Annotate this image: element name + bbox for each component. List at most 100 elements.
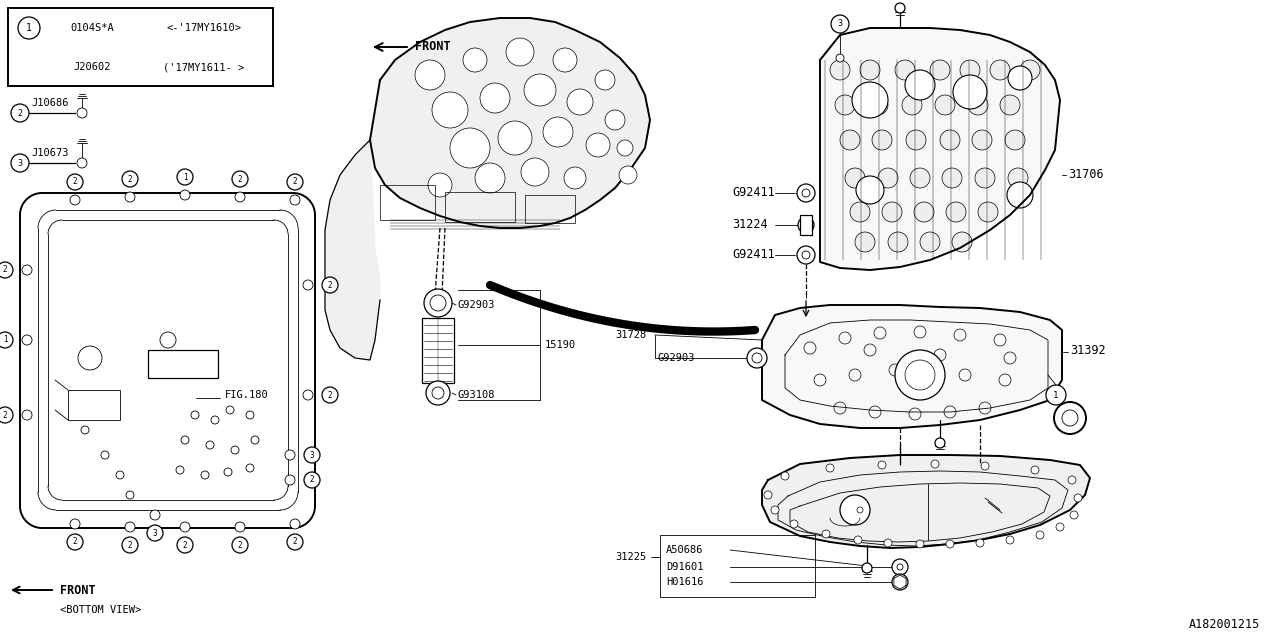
Circle shape: [872, 130, 892, 150]
Circle shape: [285, 450, 294, 460]
Text: D91601: D91601: [666, 562, 704, 572]
Circle shape: [246, 464, 253, 472]
Circle shape: [251, 436, 259, 444]
Text: A182001215: A182001215: [1189, 618, 1260, 632]
Circle shape: [1046, 385, 1066, 405]
Circle shape: [934, 95, 955, 115]
Circle shape: [180, 436, 189, 444]
Text: H01616: H01616: [666, 577, 704, 587]
Circle shape: [753, 353, 762, 363]
Circle shape: [415, 60, 445, 90]
Circle shape: [860, 60, 881, 80]
Circle shape: [977, 539, 984, 547]
Circle shape: [201, 471, 209, 479]
Circle shape: [230, 446, 239, 454]
Circle shape: [959, 369, 972, 381]
Circle shape: [864, 344, 876, 356]
Circle shape: [224, 468, 232, 476]
Circle shape: [1020, 60, 1039, 80]
Circle shape: [433, 92, 468, 128]
Circle shape: [480, 83, 509, 113]
Circle shape: [291, 519, 300, 529]
Circle shape: [122, 537, 138, 553]
Circle shape: [227, 406, 234, 414]
Circle shape: [855, 232, 876, 252]
Circle shape: [878, 168, 899, 188]
Circle shape: [125, 522, 134, 532]
Circle shape: [975, 168, 995, 188]
Circle shape: [840, 495, 870, 525]
Circle shape: [323, 277, 338, 293]
Text: 3: 3: [310, 451, 315, 460]
Circle shape: [954, 75, 987, 109]
Circle shape: [954, 329, 966, 341]
Bar: [660, 535, 815, 597]
Circle shape: [605, 110, 625, 130]
Text: 15190: 15190: [545, 340, 576, 350]
Circle shape: [0, 262, 13, 278]
Circle shape: [995, 334, 1006, 346]
Circle shape: [989, 60, 1010, 80]
Circle shape: [869, 406, 881, 418]
Circle shape: [858, 507, 863, 513]
Bar: [445, 192, 515, 222]
Text: A50686: A50686: [666, 545, 704, 555]
Circle shape: [906, 130, 925, 150]
Circle shape: [67, 534, 83, 550]
Circle shape: [211, 416, 219, 424]
Text: 2: 2: [73, 177, 77, 186]
Circle shape: [924, 366, 936, 378]
Circle shape: [960, 60, 980, 80]
Circle shape: [287, 174, 303, 190]
Circle shape: [790, 520, 797, 528]
Text: 3: 3: [152, 529, 157, 538]
Text: 1: 1: [183, 173, 187, 182]
Circle shape: [895, 350, 945, 400]
Circle shape: [892, 559, 908, 575]
Text: 2: 2: [128, 175, 132, 184]
Circle shape: [424, 289, 452, 317]
Circle shape: [125, 491, 134, 499]
Circle shape: [498, 121, 532, 155]
Circle shape: [914, 326, 925, 338]
Circle shape: [70, 195, 79, 205]
Circle shape: [1053, 402, 1085, 434]
Text: 3: 3: [18, 159, 23, 168]
Circle shape: [748, 348, 767, 368]
Text: 0104S*A: 0104S*A: [70, 23, 114, 33]
Circle shape: [940, 130, 960, 150]
Circle shape: [24, 62, 35, 72]
Circle shape: [946, 202, 966, 222]
Circle shape: [287, 534, 303, 550]
Circle shape: [1006, 536, 1014, 544]
Bar: [380, 185, 435, 220]
Circle shape: [305, 472, 320, 488]
Text: <-'17MY1610>: <-'17MY1610>: [166, 23, 242, 33]
Text: 2: 2: [183, 541, 187, 550]
Circle shape: [303, 390, 314, 400]
Circle shape: [835, 95, 855, 115]
Circle shape: [910, 168, 931, 188]
Circle shape: [12, 154, 29, 172]
Circle shape: [433, 387, 444, 399]
Bar: [800, 215, 812, 235]
Circle shape: [835, 402, 846, 414]
Bar: [148, 350, 218, 378]
Circle shape: [868, 95, 888, 115]
Circle shape: [861, 563, 872, 573]
Text: G92411: G92411: [732, 186, 774, 200]
Circle shape: [70, 519, 79, 529]
Circle shape: [147, 525, 163, 541]
Circle shape: [180, 190, 189, 200]
Circle shape: [822, 530, 829, 538]
Circle shape: [22, 410, 32, 420]
Circle shape: [1009, 168, 1028, 188]
Circle shape: [1070, 511, 1078, 519]
Circle shape: [553, 48, 577, 72]
Circle shape: [323, 387, 338, 403]
Circle shape: [428, 173, 452, 197]
Circle shape: [475, 163, 506, 193]
Circle shape: [160, 332, 177, 348]
Text: 31225: 31225: [614, 552, 646, 562]
Text: J10673: J10673: [31, 148, 69, 158]
